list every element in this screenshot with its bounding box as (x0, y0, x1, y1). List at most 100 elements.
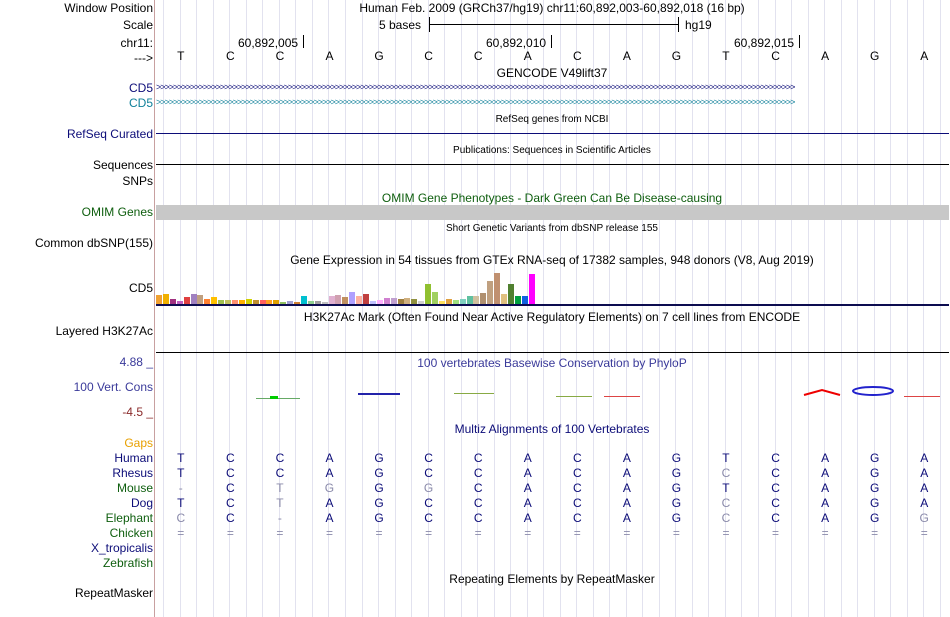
gtex-bar[interactable] (514, 295, 521, 304)
gtex-bar[interactable] (176, 301, 183, 304)
gtex-bar[interactable] (494, 272, 501, 304)
snps-label[interactable]: SNPs (122, 174, 153, 188)
grid-line (906, 0, 908, 617)
gtex-bar[interactable] (473, 295, 480, 304)
refseq-gene-line[interactable] (156, 133, 949, 134)
h3k27ac-title: H3K27Ac Mark (Often Found Near Active Re… (303, 310, 801, 324)
gtex-bar[interactable] (521, 295, 528, 304)
alignment-base: G (374, 466, 384, 480)
species-label[interactable]: Rhesus (112, 466, 153, 480)
grid-line (295, 0, 297, 617)
gtex-bar[interactable] (452, 299, 459, 304)
gtex-bar[interactable] (383, 297, 390, 304)
species-label[interactable]: Mouse (116, 481, 153, 495)
omim-gene-bar[interactable] (156, 205, 949, 220)
alignment-base: C (721, 511, 731, 525)
gtex-bar[interactable] (294, 302, 300, 304)
grid-line (741, 0, 743, 617)
gtex-bar[interactable] (445, 298, 452, 304)
gencode-title: GENCODE V49lift37 (496, 66, 608, 80)
gtex-bar[interactable] (335, 295, 342, 304)
gtex-bar[interactable] (300, 295, 307, 304)
gtex-bar[interactable] (363, 294, 369, 304)
scale-bar-left-tick (429, 17, 430, 32)
gtex-bar[interactable] (197, 295, 204, 304)
gtex-bar[interactable] (356, 295, 363, 304)
gtex-bar[interactable] (501, 294, 507, 304)
alignment-base: C (473, 496, 483, 510)
gtex-bar[interactable] (418, 301, 425, 304)
species-label[interactable]: Chicken (109, 526, 153, 540)
alignment-base: C (176, 511, 186, 525)
gtex-bar[interactable] (349, 292, 356, 304)
gtex-bar[interactable] (397, 298, 404, 304)
conservation-label[interactable]: 100 Vert. Cons (73, 380, 153, 394)
gtex-bar[interactable] (273, 300, 280, 304)
gtex-bar[interactable] (252, 299, 259, 304)
gtex-bar[interactable] (425, 284, 432, 304)
gtex-bar[interactable] (218, 299, 225, 304)
gtex-bar[interactable] (438, 301, 445, 304)
cons-mark (270, 396, 278, 399)
gencode-transcript-1[interactable]: >>>>>>>>>>>>>>>>>>>>>>>>>>>>>>>>>>>>>>>>… (156, 82, 795, 92)
gtex-bar[interactable] (204, 298, 211, 304)
grid-line (873, 0, 875, 617)
gtex-bar[interactable] (528, 274, 535, 304)
omim-label[interactable]: OMIM Genes (81, 205, 153, 219)
gaps-label[interactable]: Gaps (124, 436, 153, 450)
gtex-bar[interactable] (238, 300, 245, 304)
gtex-bar[interactable] (321, 302, 328, 304)
gtex-bar[interactable] (307, 301, 314, 304)
gencode-transcript-2[interactable]: >>>>>>>>>>>>>>>>>>>>>>>>>>>>>>>>>>>>>>>>… (156, 97, 795, 107)
gtex-label[interactable]: CD5 (128, 281, 153, 295)
gtex-bar[interactable] (376, 299, 383, 304)
gtex-bar[interactable] (162, 294, 169, 304)
gtex-bar[interactable] (156, 295, 162, 304)
dbsnp-label[interactable]: Common dbSNP(155) (34, 236, 153, 250)
gtex-bar[interactable] (183, 296, 190, 304)
gtex-bar[interactable] (369, 301, 376, 304)
h3k27ac-label[interactable]: Layered H3K27Ac (55, 324, 153, 338)
gtex-bar[interactable] (225, 300, 231, 304)
gtex-bar[interactable] (328, 295, 335, 304)
gtex-gene-line[interactable] (156, 304, 949, 306)
alignment-base: A (821, 496, 830, 510)
gtex-bar[interactable] (259, 299, 266, 304)
species-label[interactable]: X_tropicalis (90, 541, 153, 555)
gtex-bar[interactable] (169, 298, 176, 304)
gtex-bar[interactable] (459, 298, 466, 304)
alignment-base: - (277, 511, 282, 525)
species-label[interactable]: Dog (130, 496, 153, 510)
gencode-label-cd5-1[interactable]: CD5 (128, 81, 153, 95)
gtex-bar[interactable] (466, 295, 473, 304)
gtex-bar[interactable] (390, 297, 397, 304)
coord-label: 60,892,015 (734, 36, 795, 50)
gtex-bar[interactable] (245, 298, 252, 304)
gtex-bar[interactable] (211, 296, 218, 304)
gencode-label-cd5-2[interactable]: CD5 (128, 96, 153, 110)
sequences-label[interactable]: Sequences (92, 158, 153, 172)
gtex-bar[interactable] (487, 280, 494, 304)
gtex-bar[interactable] (280, 302, 287, 304)
repeatmasker-label[interactable]: RepeatMasker (74, 586, 153, 600)
gtex-bar[interactable] (342, 296, 349, 304)
alignment-base: C (424, 496, 433, 510)
gtex-bar[interactable] (314, 301, 321, 304)
gtex-bar[interactable] (287, 301, 294, 304)
gtex-bar[interactable] (507, 284, 514, 304)
cons-mark (803, 388, 841, 396)
gtex-bar[interactable] (411, 298, 418, 304)
species-label[interactable]: Zebrafish (102, 556, 153, 570)
alignment-base: = (375, 526, 383, 540)
gtex-bar[interactable] (480, 293, 487, 304)
gtex-bar[interactable] (266, 300, 273, 304)
gtex-bar[interactable] (432, 292, 438, 304)
conservation-plot[interactable] (156, 380, 949, 404)
gtex-bar[interactable] (231, 299, 238, 304)
species-label[interactable]: Elephant (105, 511, 153, 525)
gtex-bar[interactable] (190, 294, 197, 304)
refseq-label[interactable]: RefSeq Curated (66, 127, 153, 141)
publications-line[interactable] (156, 164, 949, 165)
species-label[interactable]: Human (114, 451, 153, 465)
gtex-bar[interactable] (404, 297, 411, 304)
